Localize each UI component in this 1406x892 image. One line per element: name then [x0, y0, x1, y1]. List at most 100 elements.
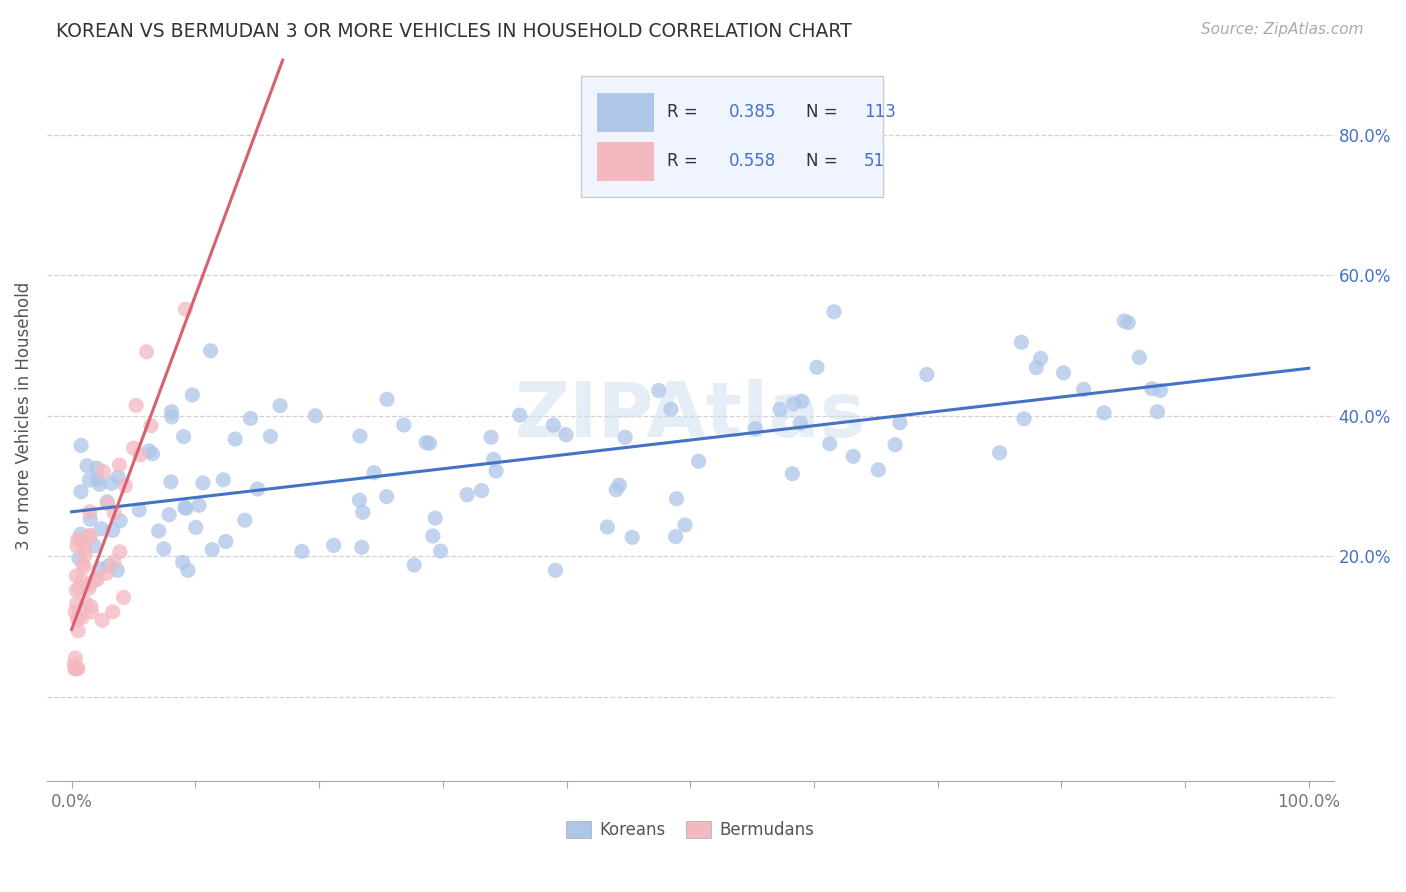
Koreans [201, 542, 224, 557]
Text: Source: ZipAtlas.com: Source: ZipAtlas.com [1201, 22, 1364, 37]
Bermudans [79, 505, 101, 519]
Bermudans [114, 479, 136, 493]
Bermudans [65, 583, 87, 598]
Koreans [79, 473, 101, 487]
Koreans [1073, 383, 1095, 397]
Koreans [1092, 406, 1115, 420]
Koreans [429, 544, 451, 558]
Koreans [607, 478, 630, 492]
Text: 0.558: 0.558 [728, 152, 776, 169]
Koreans [769, 402, 792, 417]
Koreans [98, 558, 121, 573]
Bermudans [84, 573, 107, 587]
Bermudans [79, 528, 101, 542]
Bermudans [80, 599, 103, 614]
Koreans [485, 464, 508, 478]
Koreans [884, 438, 907, 452]
Koreans [172, 555, 194, 569]
Koreans [647, 384, 669, 398]
Koreans [782, 397, 804, 411]
Koreans [128, 503, 150, 517]
Bermudans [96, 566, 118, 581]
Bermudans [70, 610, 93, 624]
Legend: Koreans, Bermudans: Koreans, Bermudans [560, 814, 821, 846]
Text: 0.385: 0.385 [728, 103, 776, 121]
Bermudans [75, 596, 97, 610]
Koreans [246, 482, 269, 496]
Bermudans [77, 529, 100, 543]
Koreans [1140, 382, 1163, 396]
Koreans [101, 524, 124, 538]
Koreans [818, 436, 841, 450]
Koreans [212, 473, 235, 487]
Bermudans [66, 539, 89, 553]
Koreans [1114, 314, 1136, 328]
Koreans [107, 470, 129, 484]
Koreans [823, 305, 845, 319]
Bermudans [135, 344, 157, 359]
Text: N =: N = [806, 152, 844, 169]
Koreans [322, 538, 344, 552]
FancyBboxPatch shape [581, 76, 883, 197]
Koreans [789, 417, 811, 431]
Bermudans [66, 533, 89, 547]
FancyBboxPatch shape [596, 92, 654, 133]
Bermudans [77, 581, 100, 595]
Koreans [509, 408, 531, 422]
Koreans [782, 467, 804, 481]
Bermudans [108, 458, 131, 472]
Bermudans [125, 398, 148, 412]
Koreans [915, 368, 938, 382]
Koreans [543, 418, 565, 433]
Koreans [350, 541, 373, 555]
Koreans [790, 394, 813, 409]
Koreans [1025, 360, 1047, 375]
Bermudans [66, 610, 89, 624]
Koreans [148, 524, 170, 538]
Koreans [349, 493, 371, 508]
Text: R =: R = [666, 152, 703, 169]
Bermudans [63, 657, 86, 672]
Bermudans [65, 597, 87, 611]
Koreans [76, 458, 98, 473]
Koreans [70, 438, 93, 452]
Koreans [191, 475, 214, 490]
Bermudans [70, 574, 93, 588]
Koreans [188, 498, 211, 512]
Bermudans [129, 448, 152, 462]
Text: 51: 51 [863, 152, 886, 169]
Koreans [70, 484, 93, 499]
Koreans [233, 513, 256, 527]
Koreans [665, 491, 688, 506]
Koreans [418, 436, 440, 450]
Koreans [291, 544, 314, 558]
Koreans [375, 490, 398, 504]
Koreans [659, 402, 682, 417]
Bermudans [69, 581, 91, 595]
Koreans [605, 483, 627, 497]
Koreans [141, 447, 163, 461]
Koreans [806, 360, 828, 375]
Koreans [868, 463, 890, 477]
Koreans [239, 411, 262, 425]
Bermudans [75, 541, 97, 555]
Bermudans [108, 545, 131, 559]
Koreans [160, 475, 183, 489]
Koreans [89, 477, 111, 491]
Koreans [69, 527, 91, 541]
Koreans [479, 430, 502, 444]
Text: KOREAN VS BERMUDAN 3 OR MORE VEHICLES IN HOUSEHOLD CORRELATION CHART: KOREAN VS BERMUDAN 3 OR MORE VEHICLES IN… [56, 22, 852, 41]
Koreans [375, 392, 398, 407]
Bermudans [101, 605, 124, 619]
Koreans [90, 522, 112, 536]
Koreans [153, 541, 176, 556]
Bermudans [65, 662, 87, 676]
Koreans [108, 514, 131, 528]
Koreans [173, 429, 195, 443]
Koreans [105, 563, 128, 577]
Bermudans [72, 557, 94, 571]
Koreans [425, 511, 447, 525]
Bermudans [80, 605, 103, 619]
Koreans [1116, 316, 1139, 330]
Y-axis label: 3 or more Vehicles in Household: 3 or more Vehicles in Household [15, 282, 32, 550]
